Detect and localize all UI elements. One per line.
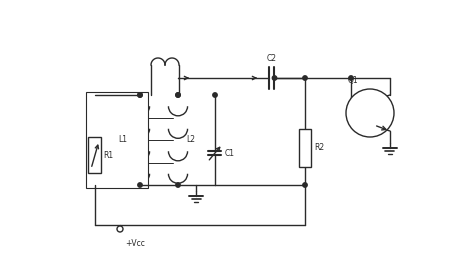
Text: L1: L1 <box>118 136 127 144</box>
Circle shape <box>272 76 277 80</box>
Circle shape <box>303 76 307 80</box>
Text: R2: R2 <box>314 144 324 153</box>
Text: +Vcc: +Vcc <box>125 239 145 248</box>
Circle shape <box>117 226 123 232</box>
Text: C1: C1 <box>225 149 235 158</box>
Circle shape <box>138 93 142 97</box>
Circle shape <box>176 183 180 187</box>
Circle shape <box>303 183 307 187</box>
Text: L2: L2 <box>186 136 195 144</box>
Bar <box>86 92 148 188</box>
Text: R1: R1 <box>103 150 114 159</box>
Circle shape <box>213 93 217 97</box>
Circle shape <box>176 93 180 97</box>
Circle shape <box>176 93 180 97</box>
Circle shape <box>346 89 394 137</box>
Text: Q1: Q1 <box>348 76 359 85</box>
Circle shape <box>349 76 353 80</box>
Text: C2: C2 <box>267 54 277 63</box>
Bar <box>299 129 311 167</box>
Bar <box>89 137 101 173</box>
Circle shape <box>138 93 142 97</box>
Circle shape <box>138 183 142 187</box>
